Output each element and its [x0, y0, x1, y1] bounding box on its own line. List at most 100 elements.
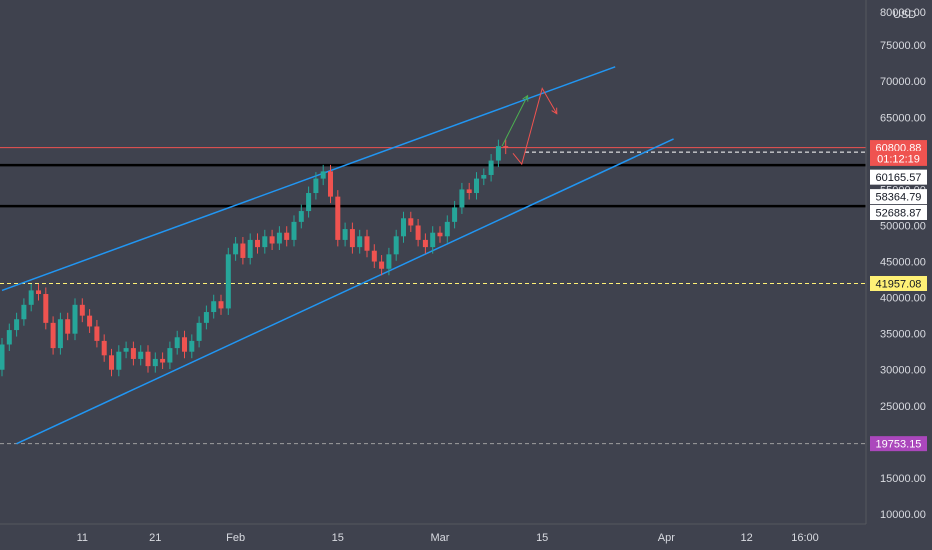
candle-body-26	[189, 340, 195, 352]
price-tick-label: 30000.00	[880, 365, 926, 377]
candle-body-31	[225, 254, 231, 309]
candle-body-50	[364, 236, 370, 251]
level-58364-tag-label: 58364.79	[876, 192, 922, 204]
candle-body-2	[14, 319, 20, 331]
candle-body-19	[138, 351, 144, 359]
candle-body-1	[6, 330, 12, 345]
candle-body-6	[43, 294, 49, 323]
candle-body-64	[466, 189, 472, 194]
price-tick-label: 35000.00	[880, 329, 926, 341]
candle-body-53	[386, 254, 392, 269]
candle-body-7	[50, 322, 56, 349]
price-tick-label: 40000.00	[880, 293, 926, 305]
channel-lower-line	[16, 138, 674, 445]
resistance-upper-tag-bg	[870, 169, 927, 185]
level-58364-tag-bg	[870, 189, 927, 205]
time-tick-label: Apr	[658, 532, 675, 544]
candle-body-49	[357, 236, 363, 248]
candle-body-14	[101, 340, 107, 356]
candle-body-0	[0, 344, 5, 370]
candle-body-40	[291, 221, 297, 240]
candle-body-4	[28, 290, 34, 305]
price-tick-label: 25000.00	[880, 401, 926, 413]
candle-body-24	[174, 337, 180, 349]
candle-body-11	[79, 304, 85, 316]
candle-body-60	[437, 232, 443, 237]
projection-arrowhead-1	[551, 107, 558, 115]
horizontal-lines	[0, 147, 866, 445]
level-19753-tag-bg	[870, 436, 927, 452]
time-tick-label: Feb	[226, 532, 245, 544]
candle-body-25	[182, 337, 187, 352]
candle-body-45	[328, 171, 333, 197]
candle-body-27	[196, 322, 202, 341]
price-tick-label: 65000.00	[880, 112, 926, 124]
candle-body-48	[349, 229, 355, 248]
time-ticks: 11 21 Feb 15 Mar 15 Apr 12 16:00	[77, 532, 819, 544]
candle-body-41	[298, 211, 304, 222]
candle-body-65	[474, 178, 479, 194]
level-52688-tag: 52688.87	[870, 204, 927, 220]
candle-body-35	[255, 239, 260, 248]
level-52688-tag-bg	[870, 204, 927, 220]
candle-body-22	[160, 358, 166, 363]
candle-body-36	[262, 236, 268, 248]
countdown-tag-bg	[870, 150, 927, 166]
candle-body-17	[123, 348, 129, 352]
candle-body-15	[109, 355, 114, 370]
candle-body-57	[415, 225, 421, 240]
countdown-tag-label: 01:12:19	[877, 153, 920, 165]
currency-label[interactable]: USD	[893, 9, 916, 21]
projection-path-1	[512, 87, 558, 166]
price-tick-label: 45000.00	[880, 257, 926, 269]
candle-body-13	[94, 326, 100, 341]
candle-body-23	[167, 348, 173, 363]
candle-body-3	[21, 304, 27, 320]
candle-body-32	[233, 243, 239, 255]
time-tick-label: 21	[149, 532, 161, 544]
candle-body-10	[72, 304, 78, 334]
candle-body-51	[371, 250, 377, 262]
candle-body-68	[495, 146, 501, 161]
candle-body-37	[269, 236, 275, 244]
resistance-upper-tag-label: 60165.57	[876, 172, 922, 184]
level-58364-tag: 58364.79	[870, 189, 927, 205]
price-ticks: 10000.0015000.0020000.0025000.0030000.00…	[880, 7, 926, 521]
projection-arrowhead-0	[522, 94, 529, 102]
candle-body-62	[452, 207, 458, 222]
candle-body-28	[203, 312, 209, 323]
price-tick-label: 15000.00	[880, 473, 926, 485]
candle-body-16	[116, 351, 122, 370]
price-labels: 60800.8801:12:1960165.5758364.7952688.87…	[870, 140, 927, 452]
level-41957-tag-label: 41957.08	[876, 278, 922, 290]
candle-body-12	[87, 315, 93, 327]
candle-body-34	[247, 239, 253, 258]
price-tick-label: 50000.00	[880, 220, 926, 232]
candle-body-66	[481, 174, 487, 179]
candle-body-47	[342, 229, 348, 240]
candle-body-63	[459, 189, 465, 208]
candle-body-61	[444, 221, 450, 237]
candle-body-42	[306, 193, 312, 212]
candle-body-38	[276, 232, 282, 244]
candle-body-67	[488, 160, 494, 175]
candle-body-5	[36, 290, 41, 295]
time-axis[interactable]	[0, 524, 932, 550]
time-tick-label: 11	[77, 532, 88, 544]
candle-body-39	[284, 232, 290, 240]
candle-body-52	[379, 261, 385, 269]
time-tick-label: 15	[536, 532, 548, 544]
candle-body-8	[57, 319, 63, 349]
candle-body-43	[313, 178, 319, 194]
level-41957-tag-bg	[870, 275, 927, 291]
trend-channel	[1, 66, 674, 445]
price-tick-label: 75000.00	[880, 40, 926, 52]
candle-body-30	[218, 301, 224, 309]
price-tick-label: 70000.00	[880, 76, 926, 88]
candle-body-55	[401, 218, 406, 237]
level-52688-tag-label: 52688.87	[876, 207, 922, 219]
candle-body-21	[152, 358, 158, 367]
price-tick-label: 80000.00	[880, 7, 926, 19]
